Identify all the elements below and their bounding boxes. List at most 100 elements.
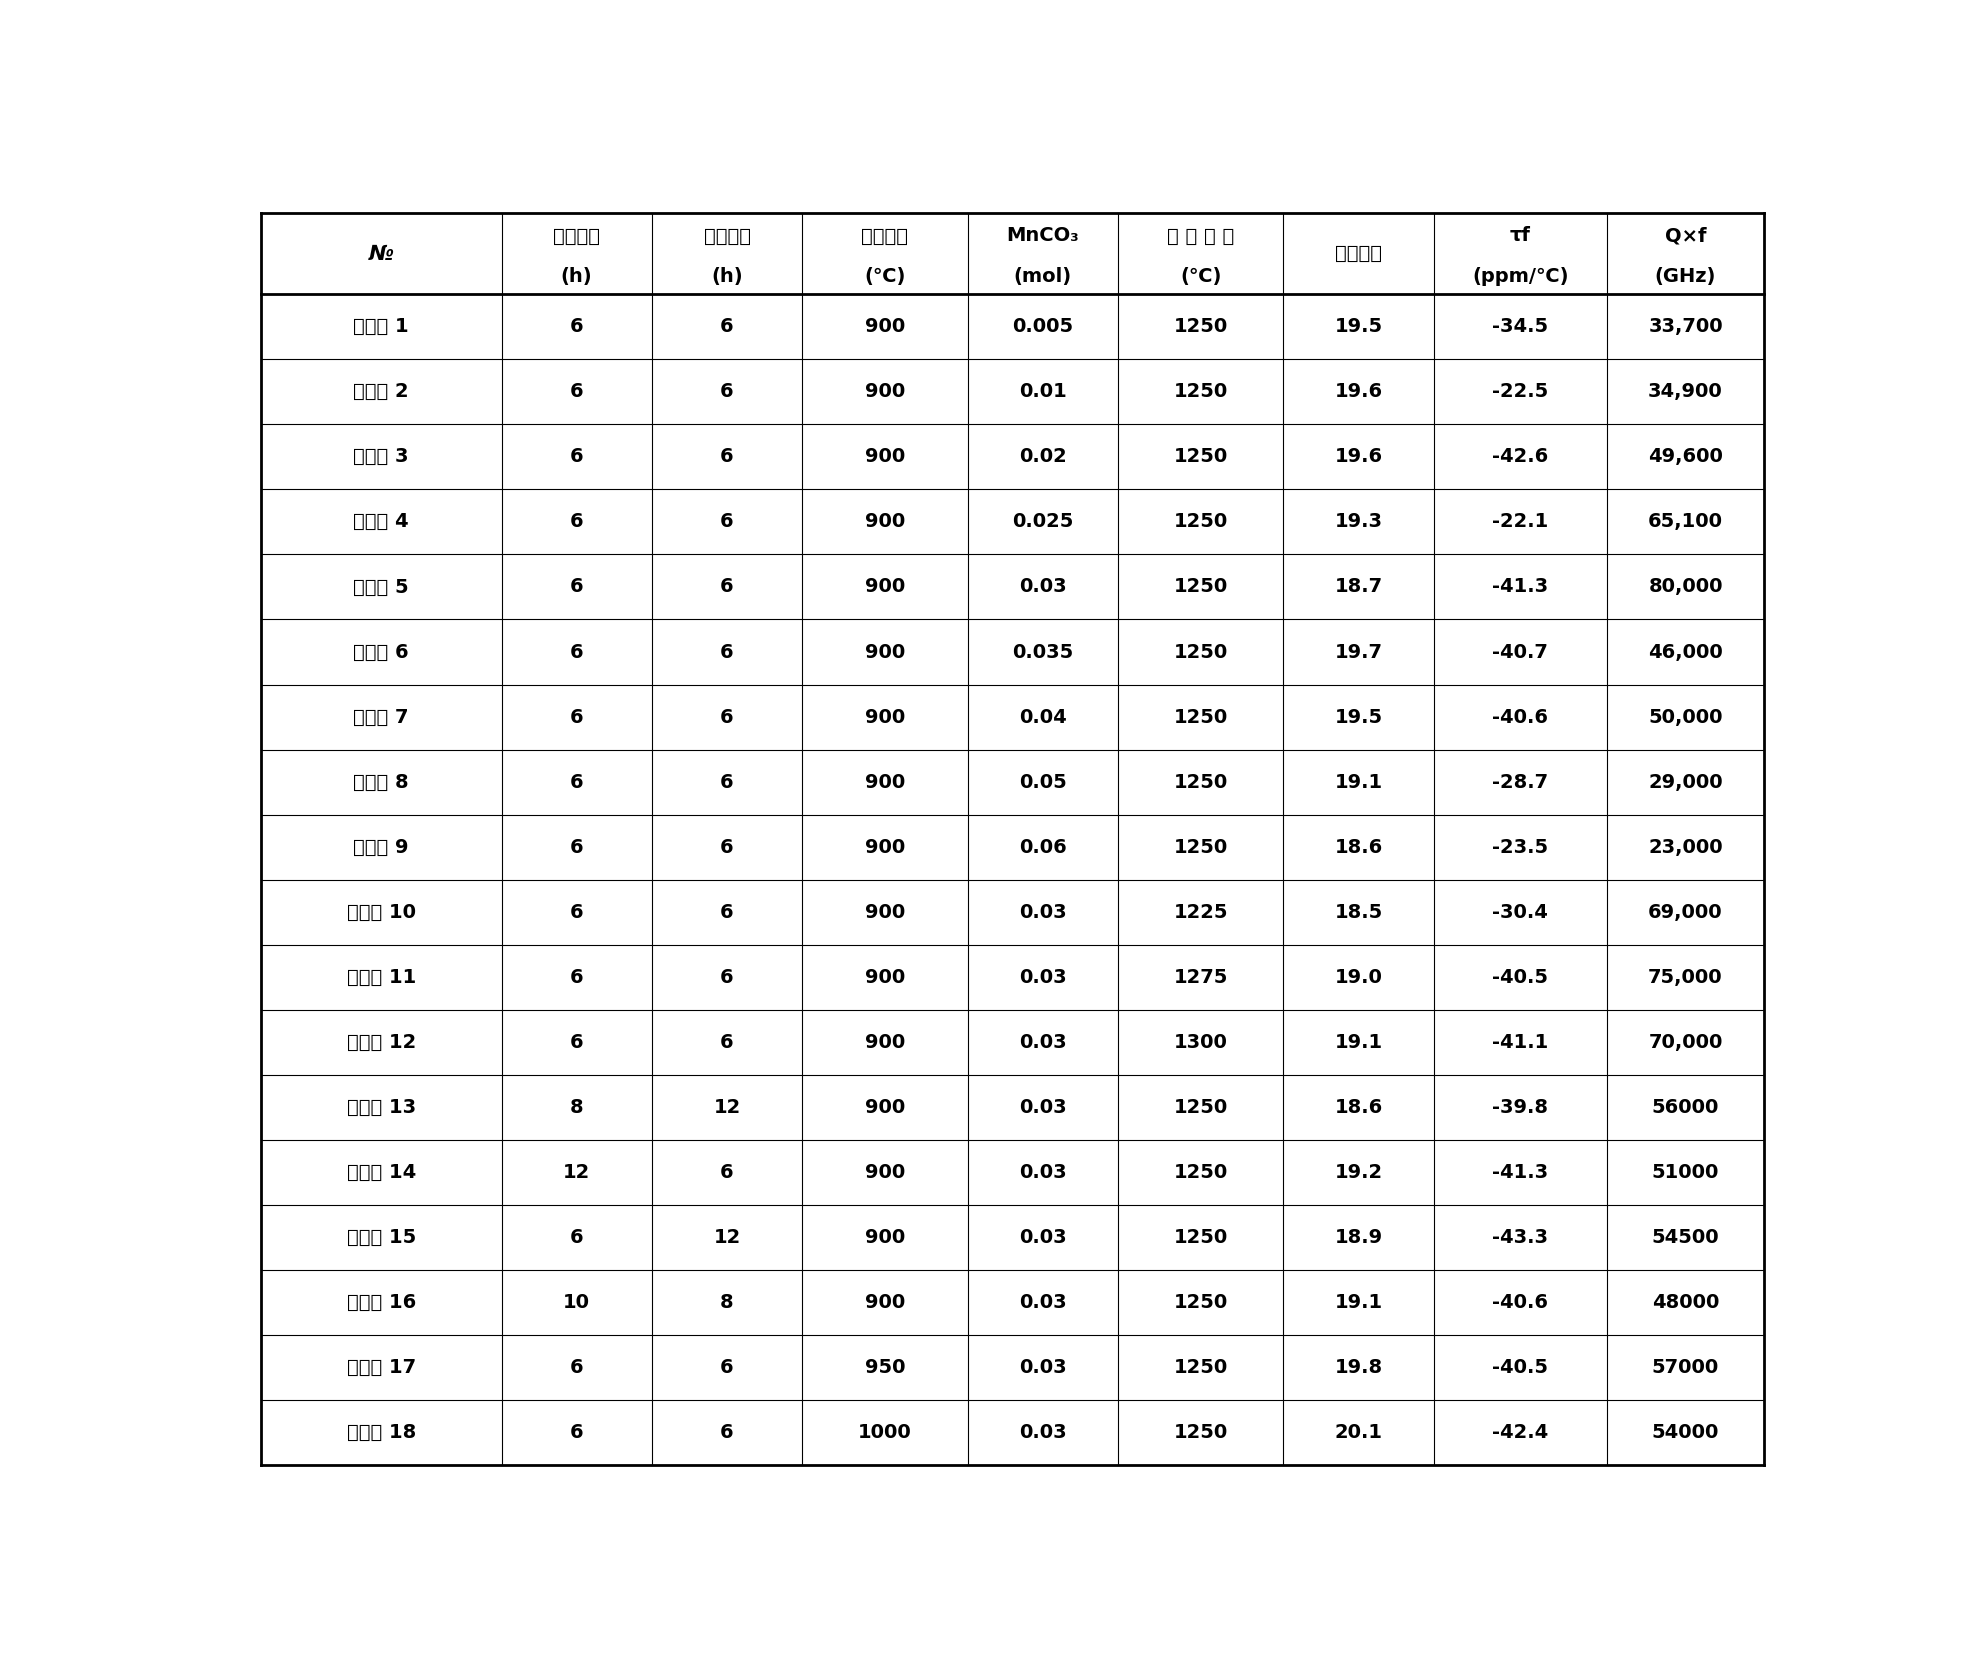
Text: 1250: 1250 — [1174, 773, 1227, 791]
Text: 75,000: 75,000 — [1648, 967, 1723, 987]
Text: 900: 900 — [865, 708, 905, 726]
Text: 18.5: 18.5 — [1334, 902, 1383, 922]
Text: 900: 900 — [865, 512, 905, 532]
Text: 0.03: 0.03 — [1020, 577, 1067, 597]
Text: 1250: 1250 — [1174, 1228, 1227, 1246]
Text: 65,100: 65,100 — [1648, 512, 1723, 532]
Text: 46,000: 46,000 — [1648, 643, 1723, 661]
Text: -39.8: -39.8 — [1492, 1099, 1547, 1117]
Text: 19.8: 19.8 — [1334, 1358, 1383, 1378]
Text: 1250: 1250 — [1174, 643, 1227, 661]
Text: 900: 900 — [865, 902, 905, 922]
Text: 6: 6 — [569, 1358, 583, 1378]
Text: 烧 结 温 度: 烧 结 温 度 — [1168, 226, 1235, 246]
Text: 19.1: 19.1 — [1334, 773, 1383, 791]
Text: 1250: 1250 — [1174, 1163, 1227, 1182]
Text: 19.1: 19.1 — [1334, 1032, 1383, 1052]
Text: -41.3: -41.3 — [1492, 1163, 1547, 1182]
Text: 1000: 1000 — [858, 1423, 911, 1443]
Text: (℃): (℃) — [1180, 268, 1221, 286]
Text: 实施例 7: 实施例 7 — [354, 708, 409, 726]
Text: 实施例 15: 实施例 15 — [346, 1228, 415, 1246]
Text: 19.5: 19.5 — [1334, 317, 1383, 336]
Text: 实施例 18: 实施例 18 — [346, 1423, 415, 1443]
Text: 900: 900 — [865, 1032, 905, 1052]
Text: 6: 6 — [719, 643, 733, 661]
Text: -28.7: -28.7 — [1492, 773, 1547, 791]
Text: 900: 900 — [865, 447, 905, 467]
Text: 1250: 1250 — [1174, 382, 1227, 401]
Text: 实施例 16: 实施例 16 — [346, 1293, 415, 1313]
Text: 6: 6 — [569, 382, 583, 401]
Text: 6: 6 — [719, 1423, 733, 1443]
Text: 54000: 54000 — [1652, 1423, 1719, 1443]
Text: 12: 12 — [563, 1163, 591, 1182]
Text: Q×f: Q×f — [1664, 226, 1705, 246]
Text: 8: 8 — [569, 1099, 583, 1117]
Text: (ppm/℃): (ppm/℃) — [1472, 268, 1569, 286]
Text: 6: 6 — [719, 838, 733, 856]
Text: 实施例 6: 实施例 6 — [354, 643, 409, 661]
Text: 6: 6 — [569, 1228, 583, 1246]
Text: -43.3: -43.3 — [1492, 1228, 1547, 1246]
Text: -22.1: -22.1 — [1492, 512, 1549, 532]
Text: 6: 6 — [719, 773, 733, 791]
Text: 实施例 14: 实施例 14 — [346, 1163, 415, 1182]
Text: 实施例 3: 实施例 3 — [354, 447, 409, 467]
Text: 6: 6 — [719, 1032, 733, 1052]
Text: 18.6: 18.6 — [1334, 1099, 1383, 1117]
Text: 6: 6 — [569, 317, 583, 336]
Text: -34.5: -34.5 — [1492, 317, 1547, 336]
Text: (h): (h) — [561, 268, 593, 286]
Text: 介电常数: 介电常数 — [1336, 244, 1381, 263]
Text: 实施例 2: 实施例 2 — [354, 382, 409, 401]
Text: 49,600: 49,600 — [1648, 447, 1723, 467]
Text: 实施例 5: 实施例 5 — [354, 577, 409, 597]
Text: 6: 6 — [719, 447, 733, 467]
Text: MnCO₃: MnCO₃ — [1006, 226, 1079, 246]
Text: 900: 900 — [865, 1163, 905, 1182]
Text: 6: 6 — [719, 577, 733, 597]
Text: 6: 6 — [719, 967, 733, 987]
Text: 一次球磨: 一次球磨 — [553, 226, 601, 246]
Text: 6: 6 — [569, 512, 583, 532]
Text: 实施例 17: 实施例 17 — [346, 1358, 415, 1378]
Text: 6: 6 — [719, 317, 733, 336]
Text: 1250: 1250 — [1174, 1358, 1227, 1378]
Text: 0.03: 0.03 — [1020, 1293, 1067, 1313]
Text: -40.5: -40.5 — [1492, 967, 1547, 987]
Text: 6: 6 — [719, 902, 733, 922]
Text: 实施例 1: 实施例 1 — [354, 317, 409, 336]
Text: 6: 6 — [569, 902, 583, 922]
Text: 51000: 51000 — [1652, 1163, 1719, 1182]
Text: (h): (h) — [711, 268, 743, 286]
Text: 19.3: 19.3 — [1334, 512, 1383, 532]
Text: 950: 950 — [865, 1358, 905, 1378]
Text: 6: 6 — [569, 643, 583, 661]
Text: 70,000: 70,000 — [1648, 1032, 1723, 1052]
Text: 0.03: 0.03 — [1020, 902, 1067, 922]
Text: 6: 6 — [719, 382, 733, 401]
Text: 29,000: 29,000 — [1648, 773, 1723, 791]
Text: 实施例 13: 实施例 13 — [346, 1099, 415, 1117]
Text: 6: 6 — [719, 708, 733, 726]
Text: 6: 6 — [569, 577, 583, 597]
Text: (GHz): (GHz) — [1654, 268, 1717, 286]
Text: 1250: 1250 — [1174, 447, 1227, 467]
Text: -40.5: -40.5 — [1492, 1358, 1547, 1378]
Text: 二次球磨: 二次球磨 — [703, 226, 751, 246]
Text: 6: 6 — [719, 1358, 733, 1378]
Text: 0.005: 0.005 — [1012, 317, 1073, 336]
Text: 34,900: 34,900 — [1648, 382, 1723, 401]
Text: (℃): (℃) — [864, 268, 905, 286]
Text: -22.5: -22.5 — [1492, 382, 1549, 401]
Text: 1225: 1225 — [1174, 902, 1227, 922]
Text: 0.03: 0.03 — [1020, 1099, 1067, 1117]
Text: 900: 900 — [865, 1228, 905, 1246]
Text: 1275: 1275 — [1174, 967, 1227, 987]
Text: 33,700: 33,700 — [1648, 317, 1723, 336]
Text: 0.05: 0.05 — [1020, 773, 1067, 791]
Text: 0.02: 0.02 — [1020, 447, 1067, 467]
Text: 19.5: 19.5 — [1334, 708, 1383, 726]
Text: 12: 12 — [713, 1228, 741, 1246]
